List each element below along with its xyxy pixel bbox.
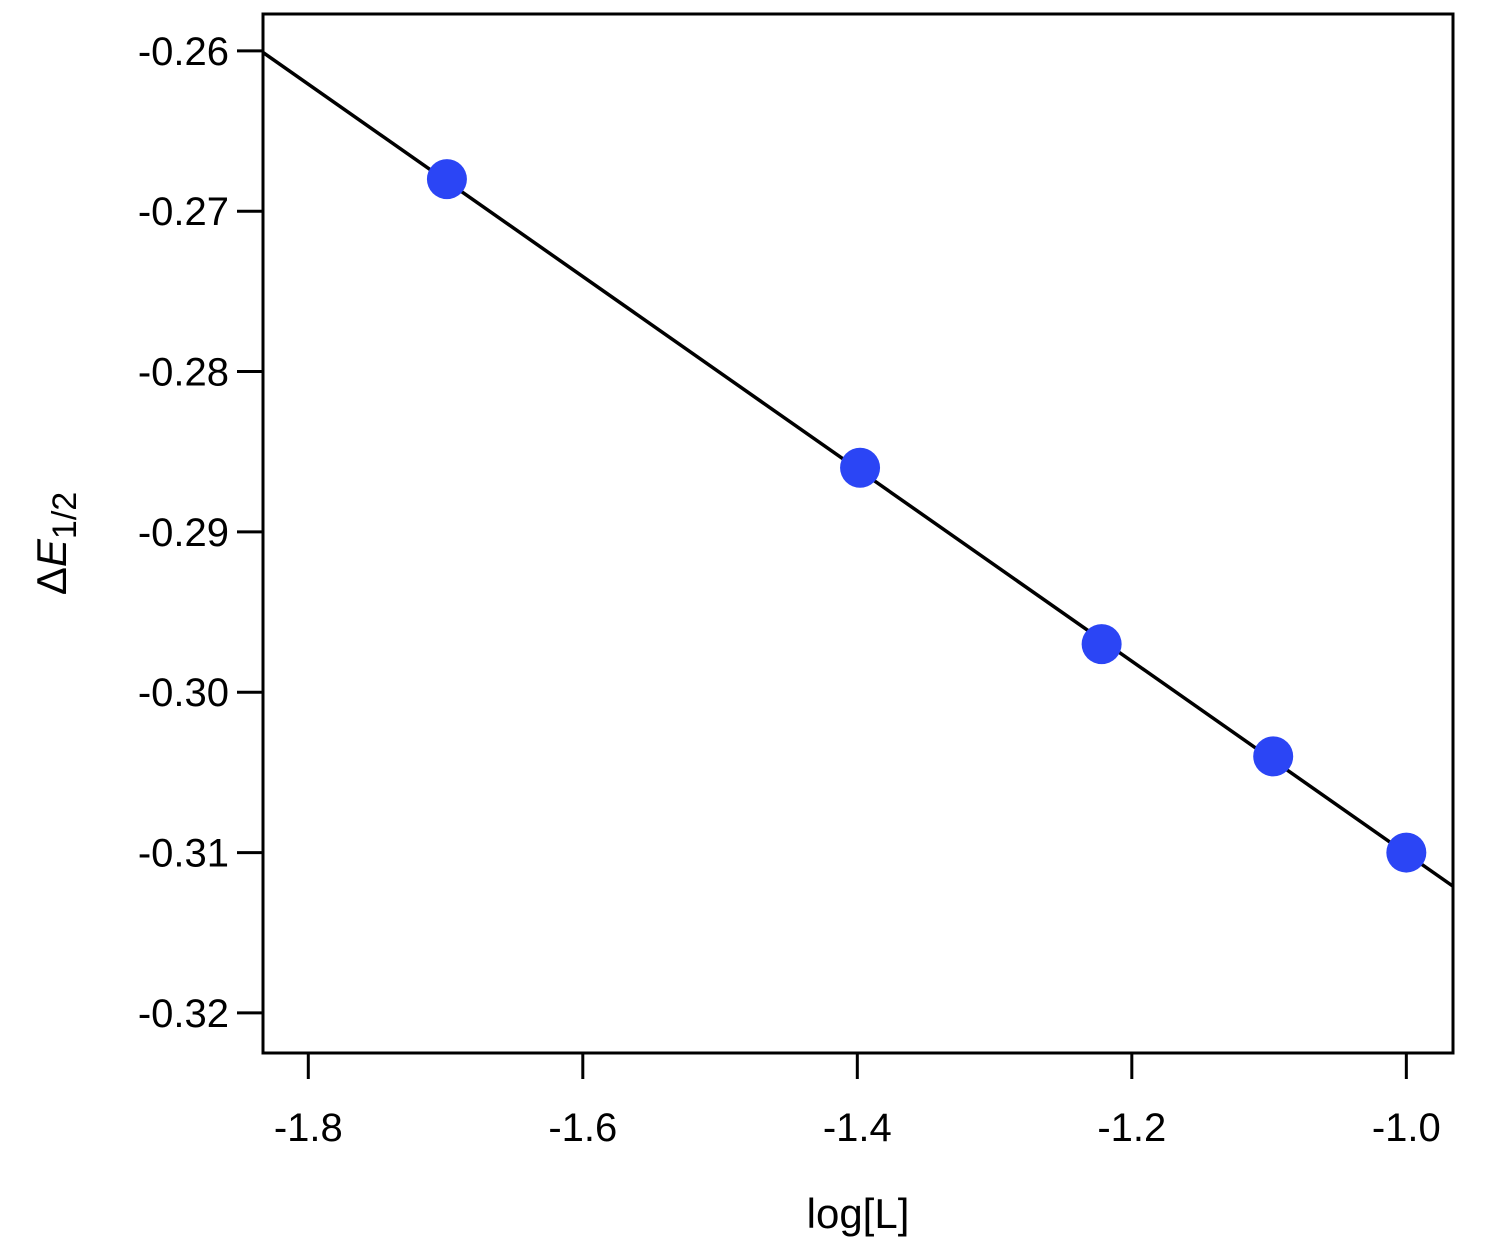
y-tick-label-6: -0.32 [138,992,229,1036]
x-tick-label-4: -1.0 [1372,1106,1441,1150]
y-tick-label-5: -0.31 [138,832,229,876]
data-point-1 [840,447,881,488]
data-point-0 [426,159,467,200]
y-tick-label-3: -0.29 [138,511,229,555]
x-tick-label-2: -1.4 [823,1106,892,1150]
axis-ticks [237,49,1408,1079]
x-tick-label-0: -1.8 [274,1106,343,1150]
x-tick-label-3: -1.2 [1097,1106,1166,1150]
tick-labels: -1.8 -1.6 -1.4 -1.2 -1.0 -0.26 -0.27 -0.28 -0.29… [138,30,1441,1150]
x-tick-label-1: -1.6 [548,1106,617,1150]
data-points-layer [426,159,1427,873]
data-point-4 [1386,832,1427,873]
data-point-3 [1253,736,1294,777]
x-axis-label: log[L] [807,1190,910,1237]
y-tick-label-2: -0.28 [138,351,229,395]
y-axis-label-subscript: 1/2 [46,492,84,539]
y-tick-label-1: -0.27 [138,190,229,234]
y-axis-label-main: E [28,538,75,567]
y-axis-label: ΔE1/2 [28,492,84,595]
y-tick-label-0: -0.26 [138,30,229,74]
y-axis-label-delta: Δ [28,567,75,595]
plot-frame [261,12,1455,1055]
data-point-2 [1081,624,1122,665]
y-tick-label-4: -0.30 [138,671,229,715]
